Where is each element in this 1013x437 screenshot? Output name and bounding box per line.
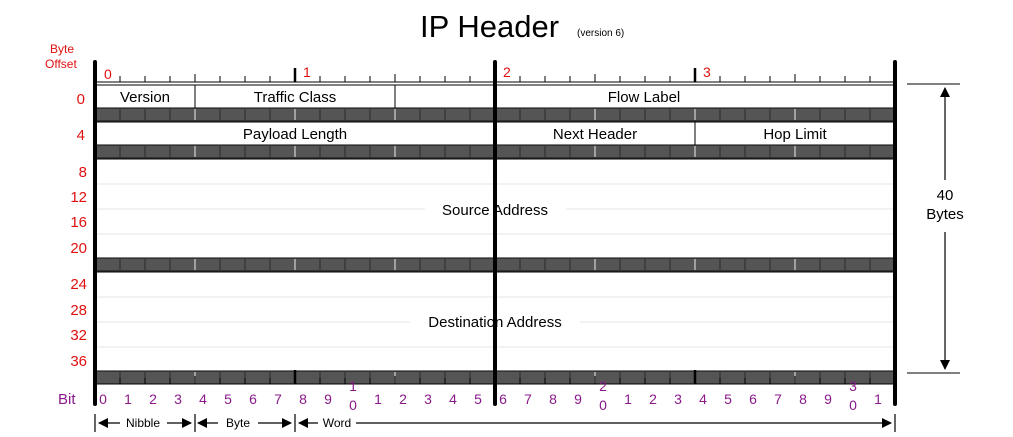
- row-offset-36: 36: [70, 353, 87, 370]
- field-payload-length: Payload Length: [243, 126, 347, 143]
- bit-number-ones: 0: [349, 397, 357, 413]
- bit-number: 7: [524, 391, 532, 407]
- row-offset-32: 32: [70, 327, 87, 344]
- bit-label: Bit: [58, 391, 76, 408]
- diagram-subtitle: (version 6): [577, 28, 624, 39]
- size-label-number: 40: [937, 187, 954, 204]
- scale-label-word: Word: [323, 416, 351, 430]
- byte-offset-label-line1: Byte: [50, 42, 74, 56]
- top-byte-label-2: 2: [503, 64, 511, 80]
- bit-number-labels: 0 1 2 3 4 5 6 7 8 910 1 2 3 4 5 6 7 8 920 1 2 3 4 5 6 7 8 930 1: [99, 378, 882, 413]
- bit-number: 7: [274, 391, 282, 407]
- bit-number: 1: [874, 391, 882, 407]
- bit-number: 5: [474, 391, 482, 407]
- bit-number: 0: [99, 391, 107, 407]
- bit-number: 9: [324, 391, 332, 407]
- bit-number: 1: [624, 391, 632, 407]
- row-offset-20: 20: [70, 240, 87, 257]
- bit-number: 9: [574, 391, 582, 407]
- bit-number-tens: 2: [599, 378, 607, 394]
- row-offset-labels: 0 4 8 12 16 20 24 28 32 36: [70, 91, 87, 370]
- bit-number: 4: [699, 391, 707, 407]
- field-traffic-class: Traffic Class: [254, 89, 337, 106]
- row-offset-28: 28: [70, 302, 87, 319]
- field-flow-label: Flow Label: [608, 89, 681, 106]
- bit-number-ones: 0: [849, 397, 857, 413]
- bit-number: 4: [449, 391, 457, 407]
- scale-bar: [94, 414, 896, 432]
- bit-number: 8: [799, 391, 807, 407]
- bit-number: 2: [149, 391, 157, 407]
- row-offset-12: 12: [70, 189, 87, 206]
- bit-number: 3: [174, 391, 182, 407]
- bit-number: 8: [299, 391, 307, 407]
- bit-number: 9: [824, 391, 832, 407]
- bit-number-ones: 0: [599, 397, 607, 413]
- top-byte-label-1: 1: [303, 64, 311, 80]
- top-byte-label-0: 0: [104, 66, 112, 82]
- bit-number: 7: [774, 391, 782, 407]
- bit-number-tens: 1: [349, 378, 357, 394]
- bit-number: 1: [124, 391, 132, 407]
- field-version: Version: [120, 89, 170, 106]
- bit-number: 3: [424, 391, 432, 407]
- bit-number: 2: [649, 391, 657, 407]
- top-byte-label-3: 3: [703, 64, 711, 80]
- bit-number: 1: [374, 391, 382, 407]
- bit-number-tens: 3: [849, 378, 857, 394]
- bit-number: 3: [674, 391, 682, 407]
- bit-number: 5: [724, 391, 732, 407]
- row-offset-24: 24: [70, 276, 87, 293]
- bit-number: 6: [749, 391, 757, 407]
- row-offset-4: 4: [77, 127, 85, 144]
- diagram-title: IP Header: [420, 9, 559, 44]
- row-offset-8: 8: [79, 164, 87, 181]
- bottom-bit-ruler: [95, 370, 895, 385]
- bit-number: 8: [549, 391, 557, 407]
- field-hop-limit: Hop Limit: [763, 126, 827, 143]
- byte-offset-label-line2: Offset: [45, 57, 77, 71]
- bit-number: 4: [199, 391, 207, 407]
- scale-label-byte: Byte: [226, 416, 250, 430]
- row-offset-0: 0: [77, 91, 85, 108]
- bit-number: 5: [224, 391, 232, 407]
- bit-number: 6: [249, 391, 257, 407]
- bit-number: 2: [399, 391, 407, 407]
- row-offset-16: 16: [70, 214, 87, 231]
- bit-number: 6: [499, 391, 507, 407]
- frame-verticals: [93, 60, 897, 406]
- field-next-header: Next Header: [553, 126, 637, 143]
- size-label-unit: Bytes: [926, 206, 964, 223]
- scale-label-nibble: Nibble: [126, 416, 160, 430]
